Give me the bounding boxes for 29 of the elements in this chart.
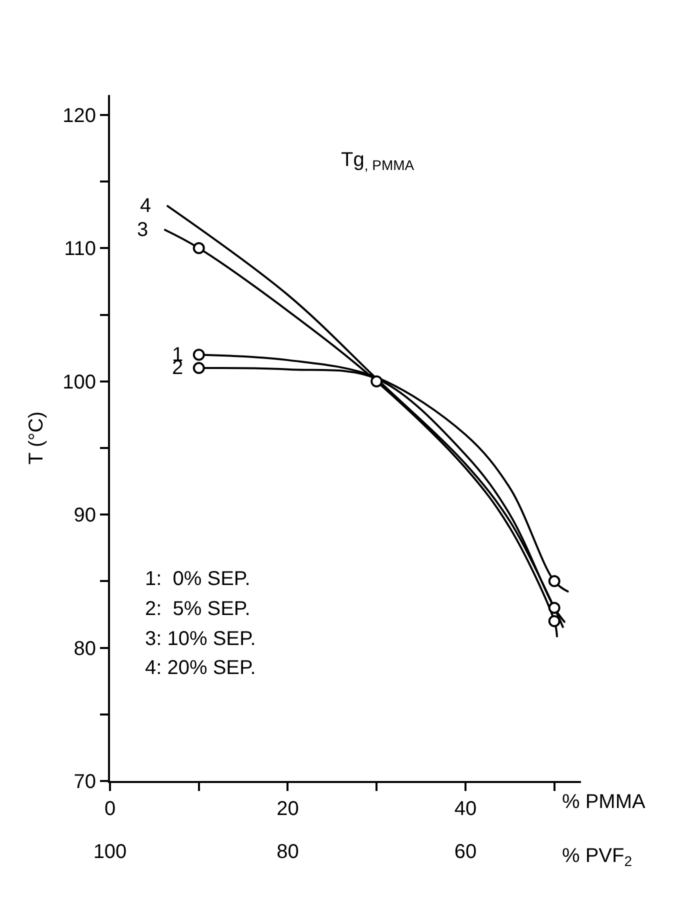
x2-tick-label: 80 <box>276 841 299 863</box>
point <box>192 362 205 374</box>
y-tick-label: 100 <box>62 371 96 394</box>
series-label: 3 <box>137 219 148 241</box>
x-tick-label: 40 <box>454 798 477 820</box>
x-tick-label: 20 <box>276 798 299 820</box>
y-tick-label: 80 <box>74 638 96 660</box>
annotation: 3: 10% SEP. <box>145 628 256 650</box>
point <box>370 375 383 388</box>
point <box>548 575 560 588</box>
annotation: 4: 20% SEP. <box>145 657 256 679</box>
point <box>192 242 205 254</box>
x2-tick-label: 100 <box>93 841 127 863</box>
series-label: 4 <box>140 195 152 217</box>
point <box>548 602 560 614</box>
x2-axis-title: % PVF$_{2}$ <box>562 845 632 870</box>
y-tick-label: 90 <box>74 504 96 527</box>
x-tick-label: 0 <box>104 798 116 820</box>
point <box>192 348 205 361</box>
x2-tick-label: 60 <box>454 841 477 863</box>
y-tick-label: 110 <box>64 238 96 260</box>
point <box>548 615 560 628</box>
annotation: 2: 5% SEP. <box>145 598 250 620</box>
text: Tg$_{, PMMA}$ <box>341 149 415 174</box>
y-tick-label: 70 <box>74 770 96 793</box>
annotation: 1: 0% SEP. <box>145 568 250 590</box>
x-axis-title: % PMMA <box>562 791 646 813</box>
y-tick-label: 120 <box>62 104 96 127</box>
y-axis-title: T (°C) <box>26 411 48 465</box>
